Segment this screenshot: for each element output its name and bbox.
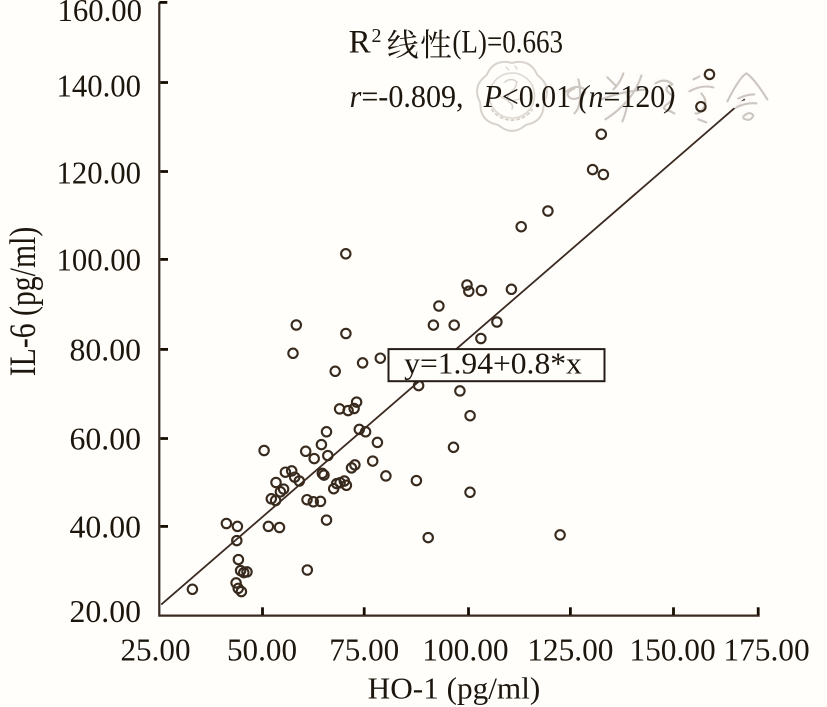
svg-text:20.00: 20.00	[70, 593, 142, 629]
svg-text:160.00: 160.00	[58, 0, 143, 28]
svg-text:150.00: 150.00	[629, 632, 715, 668]
svg-text:r=-0.809,: r=-0.809,	[350, 78, 464, 114]
svg-text:100.00: 100.00	[422, 632, 508, 668]
svg-text:100.00: 100.00	[57, 242, 142, 278]
svg-text:2: 2	[372, 25, 382, 47]
svg-text:140.00: 140.00	[57, 68, 142, 104]
svg-text:25.00: 25.00	[121, 632, 191, 668]
svg-text:60.00: 60.00	[70, 421, 142, 457]
svg-text:IL-6 (pg/ml): IL-6 (pg/ml)	[2, 227, 43, 377]
svg-text:40.00: 40.00	[70, 509, 142, 545]
svg-text:50.00: 50.00	[227, 632, 297, 668]
svg-text:(L)=0.663: (L)=0.663	[452, 24, 563, 60]
svg-text:120.00: 120.00	[57, 155, 142, 191]
svg-text:R: R	[349, 24, 371, 60]
svg-text:125.00: 125.00	[527, 632, 613, 668]
svg-text:75.00: 75.00	[329, 632, 399, 668]
svg-text:P<0.01 (n=120): P<0.01 (n=120)	[483, 78, 676, 114]
svg-text:HO-1 (pg/ml): HO-1 (pg/ml)	[368, 671, 541, 706]
svg-text:175.00: 175.00	[723, 632, 809, 668]
svg-text:80.00: 80.00	[70, 332, 142, 368]
svg-text:y=1.94+0.8*x: y=1.94+0.8*x	[404, 346, 582, 381]
